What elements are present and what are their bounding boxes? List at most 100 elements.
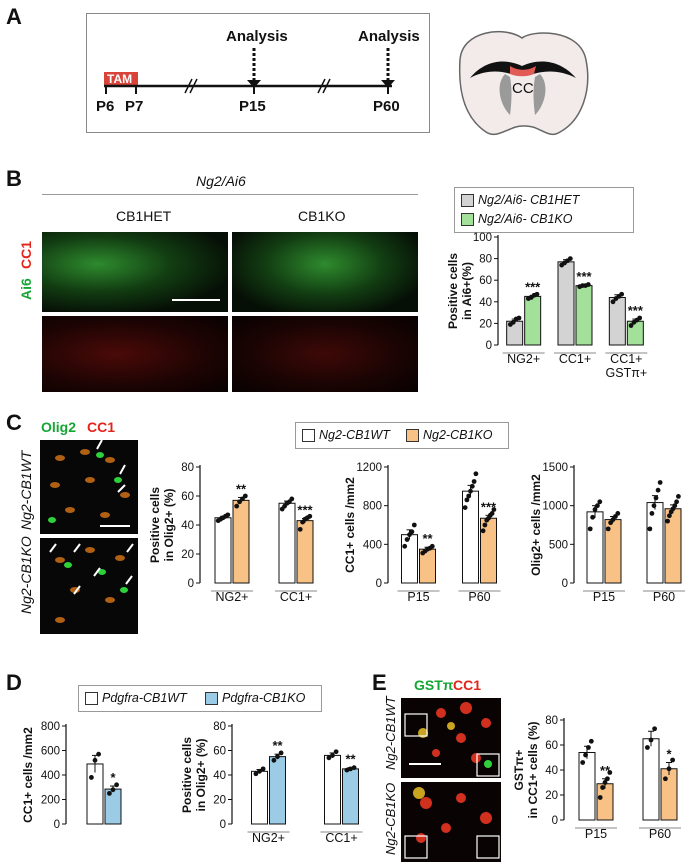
y-axis-label-line2: in CC1+ cells (%) <box>526 721 540 818</box>
stain-label-olig2: Olig2 <box>41 419 77 435</box>
significance-label: ** <box>345 752 356 767</box>
data-point <box>271 757 277 763</box>
row-label-e-wt: Ng2-CB1WT <box>383 696 398 770</box>
bar <box>269 756 286 825</box>
category-label-line: P60 <box>649 827 671 841</box>
category-label: NG2+ <box>215 590 248 604</box>
data-point <box>619 291 625 297</box>
data-point <box>344 767 350 773</box>
y-tick-label: 40 <box>213 770 226 782</box>
data-point <box>289 496 295 502</box>
col-label-ko: CB1KO <box>298 208 346 224</box>
y-tick-label: 1200 <box>356 462 382 474</box>
stain-label-gstpi: GSTπ <box>414 677 454 693</box>
data-point <box>585 282 591 287</box>
data-point <box>351 765 357 771</box>
bar <box>324 754 341 825</box>
significance-label: *** <box>576 269 592 284</box>
data-point <box>666 766 672 772</box>
data-point <box>647 526 653 532</box>
data-point <box>580 760 586 765</box>
bar <box>596 783 614 821</box>
bar <box>342 768 359 825</box>
data-point <box>260 766 266 772</box>
data-point <box>411 522 417 528</box>
axis-break-1 <box>184 78 193 94</box>
y-tick-label: 200 <box>41 795 60 807</box>
data-point <box>307 513 313 519</box>
significance-label: * <box>666 747 672 762</box>
y-axis-label-line2: in Ai6+(%) <box>460 262 474 320</box>
data-point <box>665 518 670 524</box>
y-tick-label: 60 <box>479 275 492 287</box>
category-label-line: NG2+ <box>507 352 540 366</box>
legend-c-item-2: Ng2-CB1KO <box>406 428 492 443</box>
data-point <box>615 511 621 516</box>
data-point <box>649 511 655 516</box>
y-tick-label: 60 <box>181 491 194 503</box>
y-tick-label: 80 <box>213 721 226 733</box>
axis-break-2 <box>317 78 326 94</box>
data-point <box>534 291 540 297</box>
bar <box>608 296 626 346</box>
y-tick-label: 40 <box>479 297 492 309</box>
data-point <box>653 495 659 501</box>
micrograph-ko-cc1 <box>232 316 418 392</box>
data-point <box>597 499 603 505</box>
axis-break-1b <box>189 78 198 94</box>
y-tick-label: 500 <box>549 539 568 551</box>
data-point <box>482 522 488 528</box>
legend-c-item-1: Ng2-CB1WT <box>302 428 390 443</box>
data-point <box>657 480 663 485</box>
y-tick-label: 0 <box>220 819 226 831</box>
y-tick-label: 0 <box>486 340 492 352</box>
y-tick-label: 100 <box>473 232 492 244</box>
panel-letter-d: D <box>6 670 22 695</box>
tam-label: TAM <box>107 72 133 86</box>
panel-letter-c: C <box>6 410 22 435</box>
data-point <box>670 757 675 763</box>
category-label: CC1+ GSTπ+ <box>606 352 648 380</box>
data-point <box>628 323 634 328</box>
micrograph-het-merge <box>42 232 228 312</box>
y-tick-label: 80 <box>181 462 194 474</box>
data-point <box>473 471 479 477</box>
stain-label-cc1-e: CC1 <box>453 677 482 693</box>
y-axis-label: CC1+ cells /mm2 <box>21 727 35 823</box>
legend-b: Ng2/Ai6- CB1HET Ng2/Ai6- CB1KO <box>454 187 634 233</box>
y-axis-label-line1: Positive cells <box>446 253 460 329</box>
panel-letter-a: A <box>6 4 22 29</box>
data-point <box>491 507 497 512</box>
category-label: P60 <box>649 827 671 841</box>
significance-label: ** <box>272 738 283 753</box>
data-point <box>567 256 573 261</box>
category-label: P60 <box>653 590 675 604</box>
category-label-line: GSTπ+ <box>606 366 648 380</box>
category-label: NG2+ <box>252 831 285 845</box>
micrograph-cells-c <box>48 440 134 623</box>
data-point <box>404 537 410 542</box>
panel-b-header: Ng2/Ai6 <box>196 173 246 189</box>
bar <box>660 768 678 821</box>
data-point <box>595 503 600 509</box>
data-point <box>489 511 495 516</box>
category-label: CC1+ <box>325 831 357 845</box>
y-axis-label-line2: in Olig2+ (%) <box>162 488 176 561</box>
y-tick-label: 80 <box>545 715 558 727</box>
legend-c: Ng2-CB1WT Ng2-CB1KO <box>295 422 509 449</box>
bar <box>214 517 232 584</box>
data-point <box>637 315 643 321</box>
category-label-line: CC1+ <box>559 352 591 366</box>
data-point <box>92 757 98 763</box>
chart-b1: 0 20 40 60 80 100 Positive cellsin Ai6+(%) *** N… <box>446 232 648 380</box>
data-point <box>607 770 613 775</box>
bar <box>86 763 104 825</box>
data-point <box>672 503 678 509</box>
data-point <box>602 780 608 785</box>
legend-b-item-1: Ng2/Ai6- CB1HET <box>461 193 579 208</box>
data-point <box>469 483 475 489</box>
data-point <box>409 529 415 535</box>
y-axis-label-line1: Positive cells <box>180 737 194 813</box>
data-point <box>667 513 672 519</box>
data-point <box>464 497 470 503</box>
